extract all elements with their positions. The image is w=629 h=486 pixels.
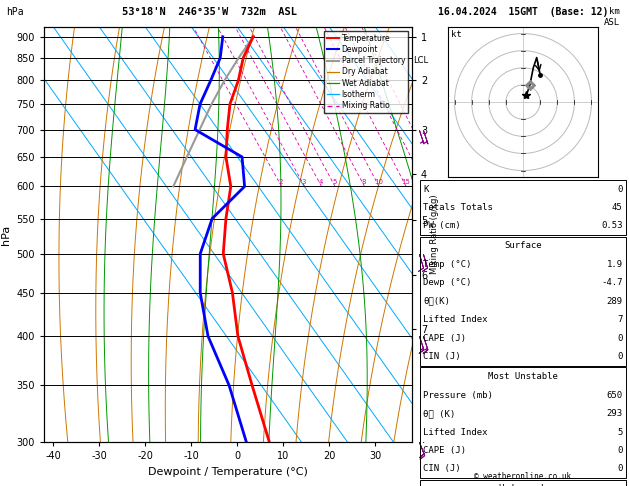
Text: © weatheronline.co.uk: © weatheronline.co.uk: [474, 472, 572, 481]
Text: 0: 0: [617, 446, 623, 455]
Text: PW (cm): PW (cm): [423, 222, 461, 230]
Text: hPa: hPa: [6, 7, 24, 17]
Text: 289: 289: [606, 297, 623, 306]
Text: -4.7: -4.7: [601, 278, 623, 287]
Text: 1.9: 1.9: [606, 260, 623, 269]
Text: 4: 4: [319, 179, 323, 185]
Text: Hodograph: Hodograph: [499, 485, 547, 486]
Legend: Temperature, Dewpoint, Parcel Trajectory, Dry Adiabat, Wet Adiabat, Isotherm, Mi: Temperature, Dewpoint, Parcel Trajectory…: [324, 31, 408, 113]
Text: K: K: [423, 185, 429, 193]
Text: 45: 45: [612, 203, 623, 212]
Text: 5: 5: [617, 428, 623, 436]
Text: CIN (J): CIN (J): [423, 465, 461, 473]
Text: Temp (°C): Temp (°C): [423, 260, 472, 269]
Text: Totals Totals: Totals Totals: [423, 203, 493, 212]
Text: 8: 8: [362, 179, 366, 185]
Text: 16.04.2024  15GMT  (Base: 12): 16.04.2024 15GMT (Base: 12): [438, 7, 608, 17]
Text: Lifted Index: Lifted Index: [423, 428, 488, 436]
Text: θᴄ (K): θᴄ (K): [423, 409, 455, 418]
X-axis label: Dewpoint / Temperature (°C): Dewpoint / Temperature (°C): [148, 467, 308, 477]
Text: 10: 10: [374, 179, 383, 185]
Text: 5: 5: [332, 179, 337, 185]
Text: CAPE (J): CAPE (J): [423, 334, 466, 343]
Text: CIN (J): CIN (J): [423, 352, 461, 361]
Text: 2: 2: [279, 179, 283, 185]
Text: 7: 7: [617, 315, 623, 324]
Text: 650: 650: [606, 391, 623, 399]
Text: LCL: LCL: [413, 55, 428, 65]
Text: 0: 0: [617, 465, 623, 473]
Text: 0.53: 0.53: [601, 222, 623, 230]
Y-axis label: hPa: hPa: [1, 225, 11, 244]
Text: 0: 0: [617, 334, 623, 343]
Y-axis label: Mixing Ratio (g/kg): Mixing Ratio (g/kg): [430, 195, 439, 274]
Text: 53°18'N  246°35'W  732m  ASL: 53°18'N 246°35'W 732m ASL: [122, 7, 297, 17]
Text: CAPE (J): CAPE (J): [423, 446, 466, 455]
Text: 3: 3: [302, 179, 306, 185]
Text: Dewp (°C): Dewp (°C): [423, 278, 472, 287]
Text: θᴄ(K): θᴄ(K): [423, 297, 450, 306]
Text: km
ASL: km ASL: [603, 7, 620, 27]
Text: Lifted Index: Lifted Index: [423, 315, 488, 324]
Text: Most Unstable: Most Unstable: [488, 372, 558, 381]
Text: 293: 293: [606, 409, 623, 418]
Text: Surface: Surface: [504, 242, 542, 250]
Text: 0: 0: [617, 185, 623, 193]
Text: Pressure (mb): Pressure (mb): [423, 391, 493, 399]
Text: 15: 15: [401, 179, 410, 185]
Text: 0: 0: [617, 352, 623, 361]
Text: kt: kt: [451, 30, 462, 39]
